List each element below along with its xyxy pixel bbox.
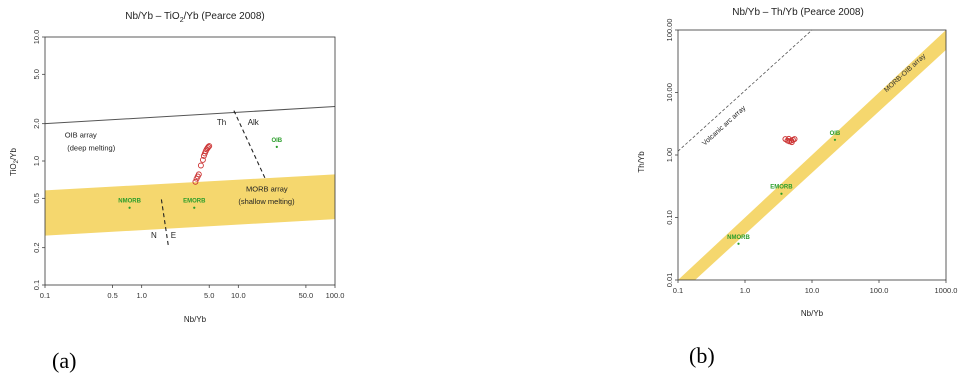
morb-array-label: MORB array <box>246 184 288 193</box>
reference-point-nmorb <box>128 206 131 209</box>
chart-b-title: Nb/Yb – Th/Yb (Pearce 2008) <box>732 7 864 18</box>
reference-label-emorb: EMORB <box>183 199 206 205</box>
chart-a-x-tick-label: 5.0 <box>204 291 214 300</box>
chart-a-y-tick-label: 1.0 <box>32 156 41 166</box>
reference-point-oib <box>275 145 278 148</box>
chart-b-ylabel: Th/Yb <box>637 151 646 173</box>
chart-b: Nb/Yb – Th/Yb (Pearce 2008) Volcanic arc… <box>637 7 958 318</box>
e-label: E <box>171 231 176 240</box>
oib-array-line <box>44 106 336 125</box>
chart-a-y-tick-label: 10.0 <box>32 30 41 45</box>
reference-point-nmorb <box>737 242 740 245</box>
morb-array-sub-label: (shallow melting) <box>238 197 295 206</box>
chart-a-title: Nb/Yb – TiO2/Yb (Pearce 2008) <box>125 11 265 24</box>
chart-a-x-tick-label: 100.0 <box>326 291 345 300</box>
chart-a-ylabel: TiO2/Yb <box>9 147 20 175</box>
reference-label-nmorb: NMORB <box>118 199 141 205</box>
alk-label: Alk <box>248 118 260 127</box>
chart-a: Nb/Yb – TiO2/Yb (Pearce 2008) OIB array (… <box>9 11 345 324</box>
oib-array-sub-label: (deep melting) <box>67 143 115 152</box>
svg-text:TiO2/Yb: TiO2/Yb <box>9 147 20 175</box>
volcanic-arc-line <box>677 29 813 152</box>
chart-a-xlabel: Nb/Yb <box>184 315 207 324</box>
chart-b-x-tick-label: 1.0 <box>740 286 750 295</box>
chart-b-y-tick-label: 10.00 <box>665 83 674 102</box>
chart-a-y-tick-label: 0.5 <box>32 193 41 203</box>
svg-text:Nb/Yb – TiO2/Yb (Pearce 2008): Nb/Yb – TiO2/Yb (Pearce 2008) <box>125 11 265 24</box>
reference-label-emorb: EMORB <box>770 185 793 191</box>
reference-point-emorb <box>193 206 196 209</box>
morb-array-band <box>45 174 335 236</box>
chart-a-x-tick-label: 50.0 <box>299 291 314 300</box>
chart-a-x-tick-label: 1.0 <box>136 291 146 300</box>
n-label: N <box>151 231 157 240</box>
sample-point <box>195 171 202 178</box>
morb-oib-array-band <box>678 30 946 280</box>
chart-b-y-tick-label: 1.00 <box>665 148 674 163</box>
volcanic-arc-array-label: Volcanic arc array <box>701 105 747 148</box>
chart-b-x-tick-label: 0.1 <box>673 286 683 295</box>
reference-point-emorb <box>780 192 783 195</box>
chart-a-plot-frame <box>44 36 336 286</box>
chart-b-x-tick-label: 1000.0 <box>935 286 958 295</box>
chart-b-y-tick-label: 0.01 <box>665 273 674 288</box>
reference-label-oib: OIB <box>830 131 841 137</box>
chart-a-x-tick-label: 10.0 <box>231 291 246 300</box>
chart-b-x-tick-label: 10.0 <box>805 286 820 295</box>
n-e-boundary <box>160 199 170 248</box>
sample-point <box>206 143 213 149</box>
chart-a-x-tick-label: 0.1 <box>40 291 50 300</box>
sample-point <box>205 143 212 150</box>
panel-label-a: (a) <box>52 348 77 373</box>
chart-a-y-tick-label: 5.0 <box>32 69 41 79</box>
sample-point <box>788 139 795 146</box>
sample-point <box>785 135 792 142</box>
oib-array-label: OIB array <box>65 130 97 139</box>
chart-a-y-tick-label: 0.2 <box>32 242 41 252</box>
chart-a-y-tick-label: 2.0 <box>32 118 41 128</box>
panel-label-b: (b) <box>689 343 715 368</box>
sample-point <box>199 156 206 163</box>
reference-label-oib: OIB <box>271 138 282 144</box>
reference-label-nmorb: NMORB <box>727 235 750 241</box>
chart-b-y-tick-label: 0.10 <box>665 210 674 225</box>
chart-a-x-tick-label: 0.5 <box>107 291 117 300</box>
th-label: Th <box>217 118 226 127</box>
reference-point-oib <box>833 138 837 141</box>
sample-point <box>197 162 204 169</box>
chart-b-y-tick-label: 100.00 <box>665 19 674 42</box>
sample-point <box>192 178 199 185</box>
chart-a-y-tick-label: 0.1 <box>32 280 41 290</box>
chart-b-xlabel: Nb/Yb <box>801 309 824 318</box>
morb-oib-array-label: MORB-OIB array <box>883 52 927 94</box>
th-alk-boundary <box>233 110 266 179</box>
chart-b-x-tick-label: 100.0 <box>870 286 889 295</box>
